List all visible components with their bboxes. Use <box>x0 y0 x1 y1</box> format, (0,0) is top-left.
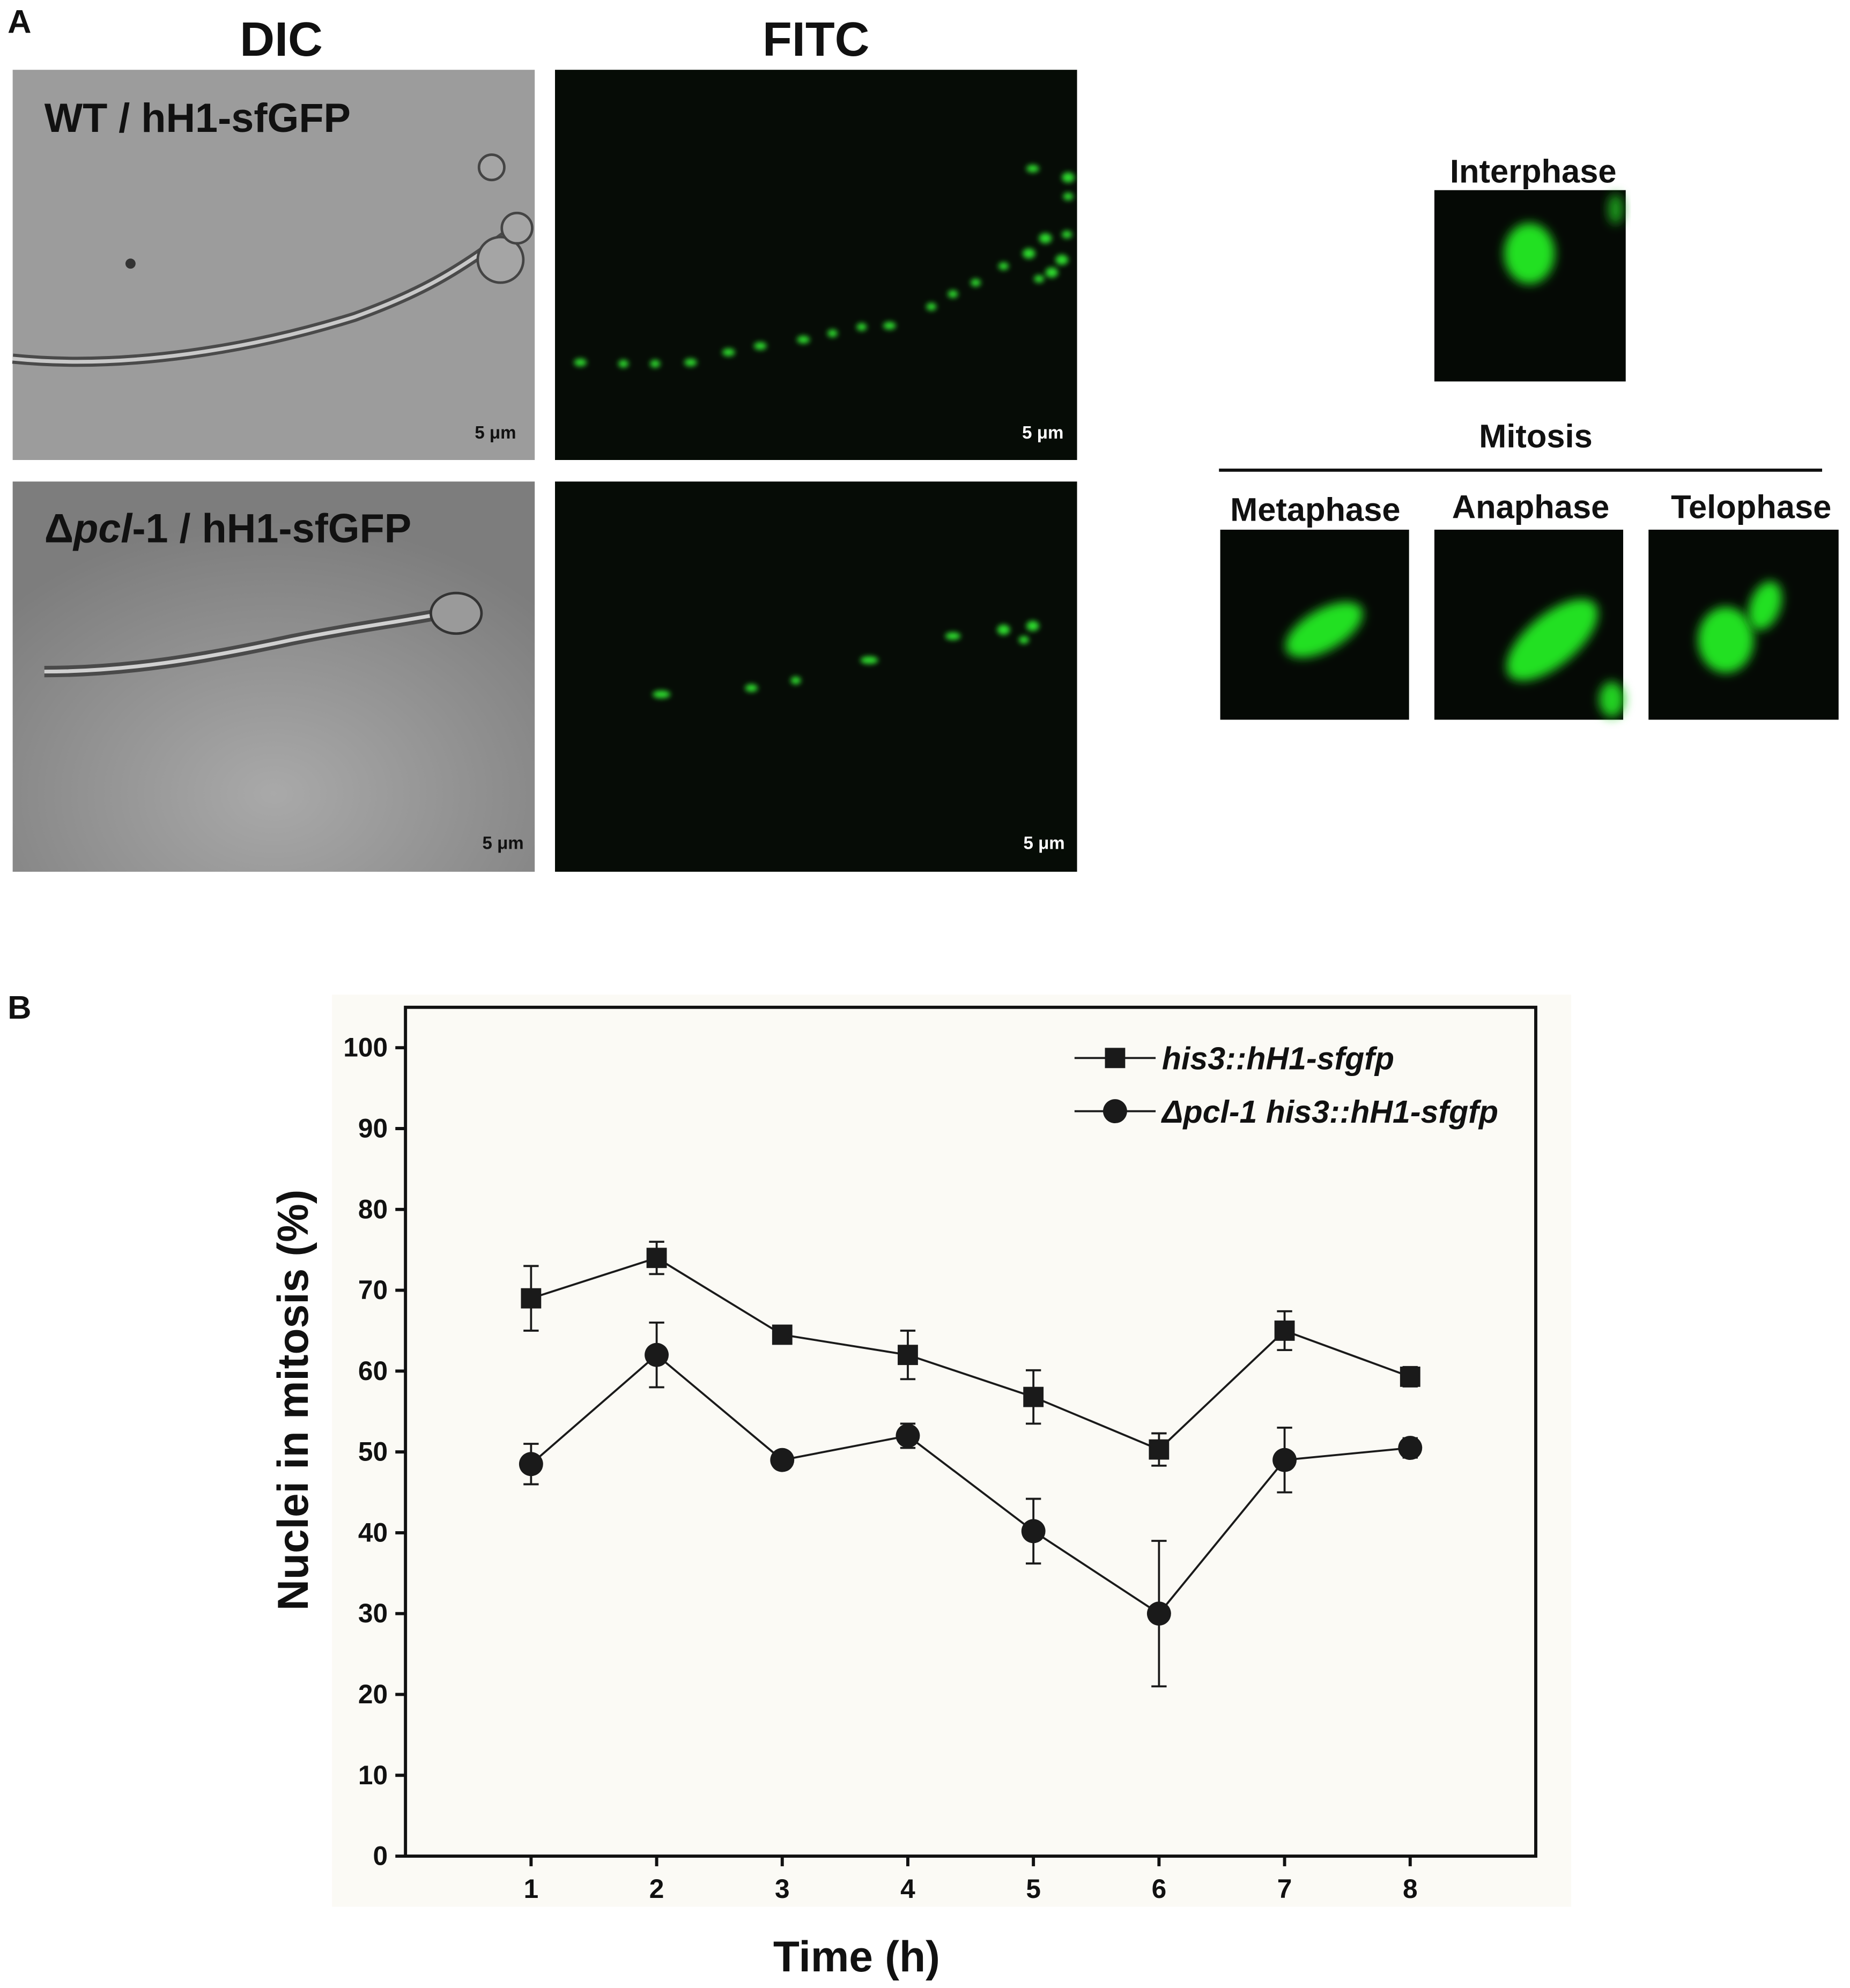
marker <box>898 1345 918 1366</box>
legend-label: Δpcl-1 his3::hH1-sfgfp <box>1161 1094 1498 1130</box>
marker <box>1274 1321 1295 1341</box>
scale-bar-label: 5 μm <box>1022 423 1063 443</box>
marker <box>1398 1436 1423 1460</box>
y-tick-label: 0 <box>373 1841 388 1871</box>
panel-label: A <box>8 4 31 41</box>
marker <box>772 1324 793 1345</box>
x-tick-label: 6 <box>1152 1874 1167 1904</box>
y-tick-label: 90 <box>358 1114 388 1144</box>
stage-label: Interphase <box>1450 153 1617 190</box>
x-tick-label: 5 <box>1026 1874 1041 1904</box>
plot-background <box>332 995 1572 1907</box>
fitc-image <box>555 70 1077 460</box>
x-tick-label: 2 <box>649 1874 664 1904</box>
y-tick-label: 60 <box>358 1356 388 1386</box>
marker <box>1146 1601 1171 1626</box>
scale-bar-label: 5 μm <box>475 423 516 443</box>
series-line <box>530 1257 1411 1451</box>
marker <box>1149 1439 1170 1460</box>
x-tick-label: 3 <box>775 1874 790 1904</box>
dic-image <box>12 481 535 872</box>
x-tick-label: 4 <box>900 1874 915 1904</box>
inset-image <box>1434 529 1625 720</box>
inset-image <box>1220 529 1409 720</box>
marker <box>1021 1519 1046 1544</box>
legend-marker <box>1105 1048 1126 1069</box>
series-line <box>530 1353 1410 1615</box>
inset-image <box>1434 190 1626 382</box>
stage-label: Metaphase <box>1230 491 1400 528</box>
y-tick-label: 40 <box>358 1517 388 1547</box>
marker <box>521 1288 542 1309</box>
y-tick-label: 50 <box>358 1437 388 1467</box>
panel-label: B <box>8 989 31 1026</box>
y-tick-label: 70 <box>358 1275 388 1305</box>
scale-bars: 5 μm 5 μm 5 μm 5 μm <box>475 423 1064 854</box>
marker <box>896 1423 920 1448</box>
x-tick-label: 1 <box>524 1874 539 1904</box>
y-axis-label: Nuclei in mitosis (%) <box>269 1190 317 1611</box>
x-axis-label: Time (h) <box>773 1933 940 1981</box>
stage-label: Mitosis <box>1479 418 1593 455</box>
stage-label: Anaphase <box>1452 489 1610 526</box>
x-tick-label: 7 <box>1277 1874 1292 1904</box>
marker <box>770 1448 795 1472</box>
y-tick-label: 30 <box>358 1598 388 1628</box>
legend-marker <box>1103 1099 1127 1124</box>
marker <box>1400 1366 1420 1387</box>
scale-bar-label: 5 μm <box>1023 833 1064 853</box>
column-title: DIC <box>240 13 323 66</box>
row-label: Δpcl-1 / hH1-sfGFP <box>45 507 412 552</box>
inset-image <box>1648 529 1839 720</box>
legend-label: his3::hH1-sfgfp <box>1162 1041 1394 1077</box>
column-title: FITC <box>763 13 869 66</box>
marker <box>645 1342 669 1367</box>
stage-label: Telophase <box>1671 489 1831 526</box>
scale-bar-label: 5 μm <box>482 833 523 853</box>
marker <box>646 1248 667 1269</box>
chart: 0 10 20 30 40 50 60 70 80 90 100 1 2 3 4 5 6 7 8 Time (h) Nu… <box>269 1005 1537 1981</box>
x-tick-label: 8 <box>1403 1874 1418 1904</box>
y-tick-label: 20 <box>358 1679 388 1709</box>
plot-frame <box>404 1005 1537 1858</box>
dic-image <box>12 70 535 460</box>
y-tick-label: 10 <box>358 1760 388 1790</box>
marker <box>1023 1386 1044 1407</box>
marker <box>519 1452 543 1477</box>
y-tick-label: 100 <box>343 1033 388 1063</box>
fitc-image <box>555 481 1077 872</box>
marker <box>1272 1448 1297 1472</box>
y-tick-label: 80 <box>358 1194 388 1224</box>
row-label: WT / hH1-sfGFP <box>45 96 351 141</box>
